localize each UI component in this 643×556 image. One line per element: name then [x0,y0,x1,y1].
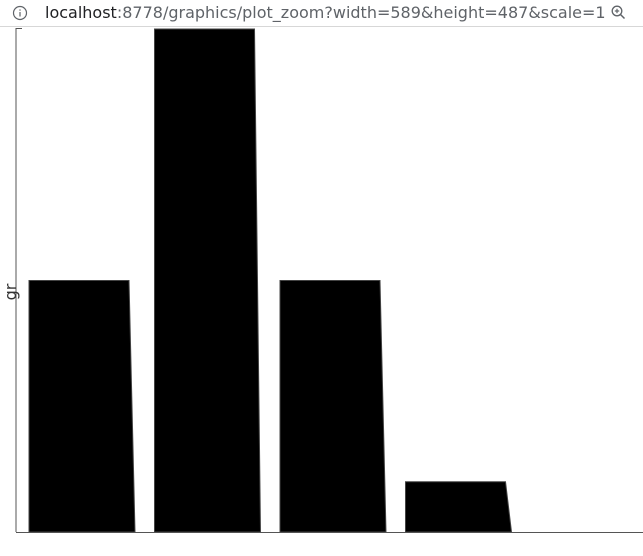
bar-1 [28,280,136,533]
url-host: localhost [45,3,117,22]
zoom-in-icon[interactable] [610,4,627,21]
axes-group [15,28,643,533]
url-path: :8778/graphics/plot_zoom?width=589&heigh… [116,3,606,22]
bars-group [28,28,513,533]
y-axis-label: gr [1,283,20,300]
bar-3 [279,280,387,533]
bar-2 [154,28,262,533]
url-text[interactable]: localhost:8778/graphics/plot_zoom?width=… [45,3,606,23]
address-bar[interactable]: localhost:8778/graphics/plot_zoom?width=… [0,0,643,27]
info-icon[interactable] [12,5,28,21]
bar-4 [405,481,513,533]
chart-plot-area: gr [1,28,643,533]
